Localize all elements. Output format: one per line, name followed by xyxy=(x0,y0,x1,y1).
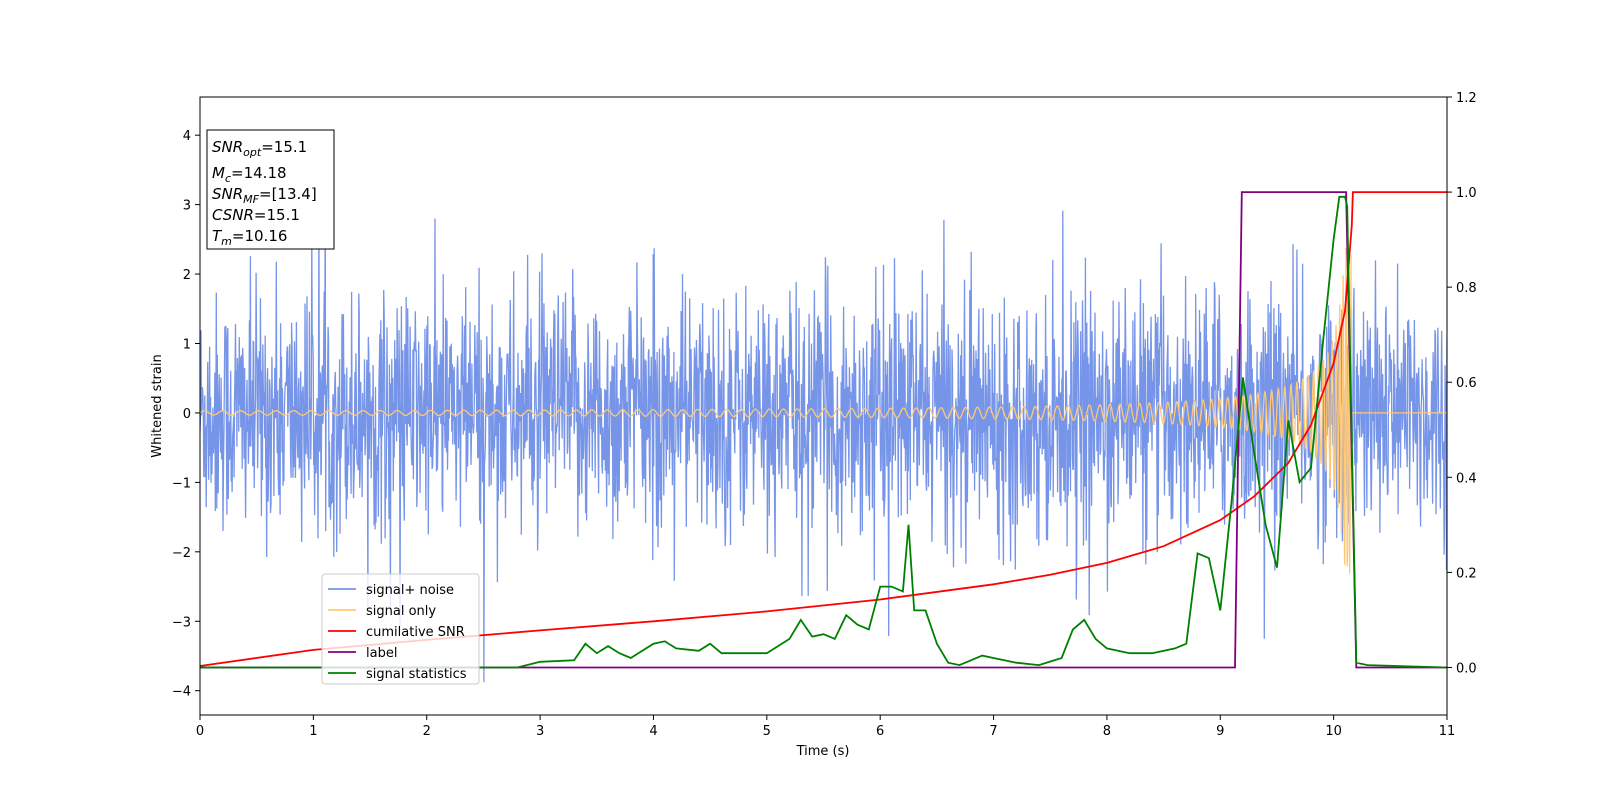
annotation-tm-value: =10.16 xyxy=(232,227,288,245)
series-line-label xyxy=(200,191,1447,669)
right-y-tick-label: 1.0 xyxy=(1456,186,1477,201)
x-tick-label: 8 xyxy=(1103,724,1111,739)
annotation-csnr-value: =15.1 xyxy=(254,206,300,224)
x-tick-label: 5 xyxy=(763,724,771,739)
right-y-tick-label: 1.2 xyxy=(1456,91,1477,106)
annotation-mc: Mc=14.18 xyxy=(212,164,287,185)
right-y-axis: 0.0 0.2 0.4 0.6 0.8 1.0 1.2 xyxy=(1447,91,1477,676)
left-y-tick-label: −2 xyxy=(172,546,191,561)
y-axis-label: Whitened strain xyxy=(150,354,165,457)
left-y-tick-label: 1 xyxy=(183,338,191,353)
x-axis: 0 1 2 3 4 5 6 7 8 9 10 11 xyxy=(196,715,1455,739)
right-y-tick-label: 0.2 xyxy=(1456,566,1477,581)
annotation-snr-opt-subscript: opt xyxy=(243,146,262,159)
annotation-mc-value: =14.18 xyxy=(231,164,287,182)
annotation-tm: Tm=10.16 xyxy=(212,227,287,248)
annotation-snr-mf-value: =[13.4] xyxy=(259,185,317,203)
legend-label-signal: signal only xyxy=(366,604,436,619)
annotation-box: SNRopt=15.1Mc=14.18SNRMF=[13.4]CSNR=15.1… xyxy=(206,129,335,250)
x-tick-label: 9 xyxy=(1216,724,1224,739)
right-y-tick-label: 0.8 xyxy=(1456,281,1477,296)
legend-label-label: label xyxy=(366,646,397,661)
legend: signal+ noise signal only cumilative SNR la… xyxy=(321,573,480,685)
left-y-tick-label: −1 xyxy=(172,476,191,491)
series-line-cumulative-snr xyxy=(200,191,1447,667)
left-y-tick-label: 0 xyxy=(183,407,191,422)
annotation-tm-subscript: m xyxy=(221,235,232,248)
annotation-snr-opt-symbol: SNR xyxy=(212,138,243,156)
x-tick-label: 2 xyxy=(423,724,431,739)
left-y-tick-label: 3 xyxy=(183,199,191,214)
annotation-snr-mf-subscript: MF xyxy=(243,193,259,206)
annotation-snr-mf: SNRMF=[13.4] xyxy=(212,185,317,206)
left-y-tick-label: −3 xyxy=(172,615,191,630)
x-tick-label: 3 xyxy=(536,724,544,739)
legend-label-csnr: cumilative SNR xyxy=(366,625,465,640)
left-y-tick-label: −4 xyxy=(172,685,191,700)
x-tick-label: 11 xyxy=(1439,724,1456,739)
right-y-tick-label: 0.4 xyxy=(1456,471,1477,486)
annotation-snr-opt-value: =15.1 xyxy=(261,138,307,156)
left-y-tick-label: 4 xyxy=(183,129,191,144)
x-axis-label: Time (s) xyxy=(796,744,850,759)
x-tick-label: 10 xyxy=(1325,724,1342,739)
annotation-snr-mf-symbol: SNR xyxy=(212,185,243,203)
plot-frame xyxy=(199,96,1448,716)
x-tick-label: 7 xyxy=(989,724,997,739)
x-tick-label: 1 xyxy=(309,724,317,739)
x-tick-label: 6 xyxy=(876,724,884,739)
right-y-tick-label: 0.0 xyxy=(1456,661,1477,676)
annotation-csnr-symbol: CSNR xyxy=(212,206,254,224)
right-y-tick-label: 0.6 xyxy=(1456,376,1477,391)
legend-label-noise: signal+ noise xyxy=(366,583,454,598)
left-y-tick-label: 2 xyxy=(183,268,191,283)
annotation-tm-symbol: T xyxy=(212,227,223,245)
annotation-mc-subscript: c xyxy=(225,172,231,185)
x-tick-label: 0 xyxy=(196,724,204,739)
left-y-axis: −4 −3 −2 −1 0 1 2 3 4 xyxy=(172,129,200,700)
series-line-signal-statistics xyxy=(200,195,1447,669)
x-tick-label: 4 xyxy=(649,724,657,739)
legend-label-stats: signal statistics xyxy=(366,667,467,682)
annotation-mc-symbol: M xyxy=(212,164,225,182)
series-layer xyxy=(200,186,1447,683)
annotation-csnr: CSNR=15.1 xyxy=(212,206,300,224)
annotation-snr-opt: SNRopt=15.1 xyxy=(212,138,307,159)
